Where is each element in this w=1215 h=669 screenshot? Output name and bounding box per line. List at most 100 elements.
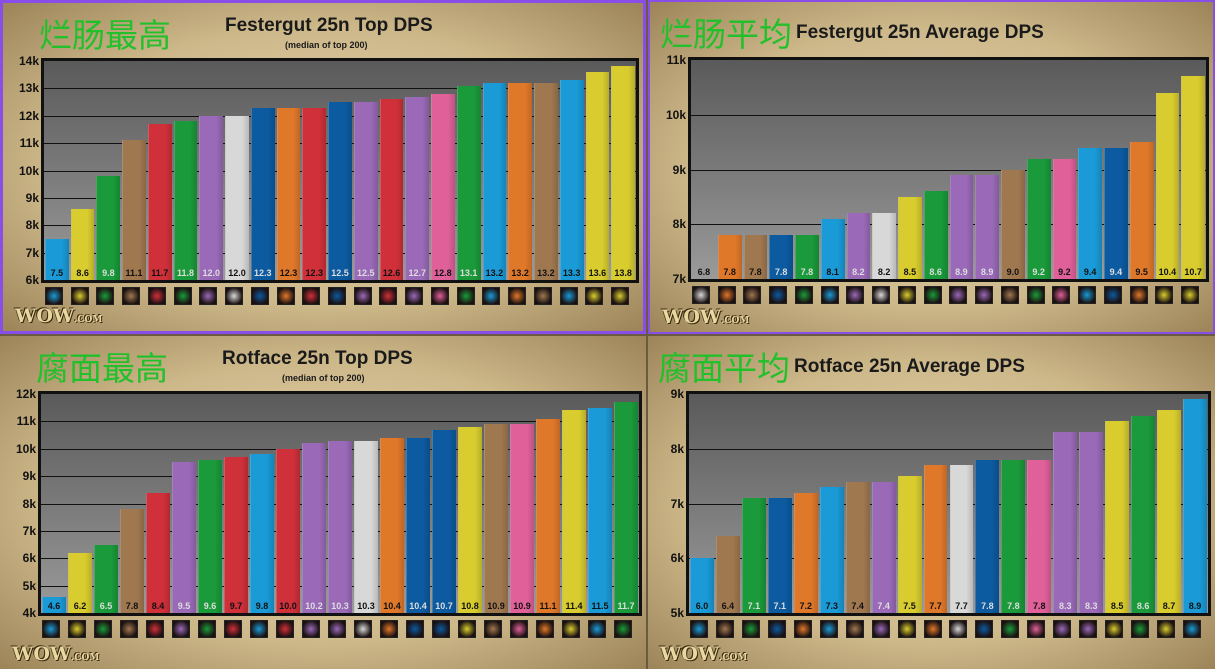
bar xyxy=(45,238,69,280)
chart-title: Rotface 25n Average DPS xyxy=(794,356,1025,377)
class-spec-icon xyxy=(715,620,734,638)
bar-value-label: 9.6 xyxy=(203,601,217,611)
bar-value-label: 10.4 xyxy=(383,601,401,611)
bar xyxy=(1129,142,1154,279)
bar-value-label: 7.1 xyxy=(773,601,787,611)
bar-value-label: 11.4 xyxy=(565,601,583,611)
bar xyxy=(224,456,248,613)
class-spec-icon xyxy=(354,620,372,638)
class-spec-icon xyxy=(1103,286,1122,304)
bar-value-label: 7.2 xyxy=(799,601,813,611)
bar-value-label: 8.3 xyxy=(1059,601,1072,611)
chinese-label: 烂肠平均 xyxy=(660,15,792,54)
bar-value-label: 10.2 xyxy=(305,601,323,611)
class-spec-icon xyxy=(1052,286,1071,304)
bar xyxy=(120,508,144,613)
class-spec-icon xyxy=(508,287,527,305)
bar-value-label: 7.8 xyxy=(723,267,736,277)
bar-value-label: 11.1 xyxy=(539,601,557,611)
y-tick-label: 5k xyxy=(670,606,684,620)
bar-value-label: 12.0 xyxy=(202,268,221,278)
wow-logo: WOW.COM xyxy=(662,306,750,328)
class-spec-icon xyxy=(533,287,552,305)
chart-title: Rotface 25n Top DPS xyxy=(222,348,413,369)
bar-value-label: 8.6 xyxy=(76,268,89,278)
bar-value-label: 8.4 xyxy=(151,601,165,611)
class-spec-icon xyxy=(353,287,372,305)
bar xyxy=(611,66,635,280)
class-spec-icon xyxy=(1027,620,1046,638)
bar-value-label: 8.6 xyxy=(929,267,942,277)
bar xyxy=(846,213,871,279)
bar xyxy=(793,492,818,613)
chart-panel: 腐面最高 Rotface 25n Top DPS (median of top 20… xyxy=(0,336,646,669)
bar xyxy=(614,402,638,613)
class-spec-icon xyxy=(611,287,630,305)
chart-title: Festergut 25n Top DPS xyxy=(225,15,433,36)
class-spec-icon xyxy=(379,287,398,305)
plot-area: 7k 8k 9k 10k 11k 6.8 7.8 7.8 7.8 7.8 8.1 8.2 8.2 8.5 8… xyxy=(666,53,1209,286)
class-spec-icon xyxy=(871,620,890,638)
class-spec-icon xyxy=(1079,620,1098,638)
bar-value-label: 8.7 xyxy=(1162,601,1176,611)
y-tick-label: 8k xyxy=(670,441,684,456)
bar-value-label: 7.5 xyxy=(50,268,64,278)
bar xyxy=(767,498,792,613)
bar xyxy=(456,85,481,280)
bar-value-label: 8.2 xyxy=(877,267,891,277)
plot-area: 4k 5k 6k 7k 8k 9k 10k 11k 12k 4.6 6.2 6.5 7.8 8.4 9.5 9… xyxy=(16,387,642,620)
class-spec-icon xyxy=(559,287,578,305)
class-spec-icon xyxy=(717,286,736,304)
y-tick-label: 7k xyxy=(22,523,36,538)
class-spec-icon xyxy=(172,620,190,638)
bar-value-label: 12.5 xyxy=(356,268,375,278)
y-tick-label: 9k xyxy=(22,469,36,484)
bar-value-label: 7.4 xyxy=(877,601,890,611)
class-spec-icon xyxy=(173,287,192,305)
gridline xyxy=(691,169,1206,171)
y-tick-label: 9k xyxy=(672,162,686,177)
bar-value-label: 9.2 xyxy=(1058,267,1071,277)
y-tick-label: 11k xyxy=(16,414,36,429)
chinese-label: 腐面平均 xyxy=(658,349,790,388)
class-spec-icon xyxy=(897,286,916,304)
bar-value-label: 13.2 xyxy=(485,268,504,278)
bar-value-label: 13.3 xyxy=(562,268,581,278)
bar xyxy=(1053,432,1078,613)
bar xyxy=(1001,459,1026,613)
bar-value-label: 12.7 xyxy=(408,268,426,278)
bar xyxy=(458,426,482,613)
bar xyxy=(70,208,95,280)
bar-value-label: 12.0 xyxy=(228,268,246,278)
bar xyxy=(872,213,896,279)
y-tick-label: 9k xyxy=(25,190,39,205)
class-spec-icon xyxy=(406,620,424,638)
bar-value-label: 9.8 xyxy=(255,601,269,611)
bar-value-label: 9.0 xyxy=(1006,267,1020,277)
class-spec-icon xyxy=(536,620,554,638)
y-tick-label: 11k xyxy=(666,53,686,67)
bar-value-label: 8.6 xyxy=(1136,601,1150,611)
class-spec-icon xyxy=(510,620,528,638)
bar xyxy=(534,82,558,280)
class-spec-icon xyxy=(430,287,449,305)
bar-value-label: 4.6 xyxy=(47,601,61,611)
bar xyxy=(508,82,533,280)
y-tick-label: 5k xyxy=(22,578,36,593)
bar-value-label: 12.5 xyxy=(331,268,349,278)
bar-value-label: 8.9 xyxy=(1188,601,1202,611)
bar xyxy=(225,115,249,280)
bar xyxy=(1155,92,1180,279)
bar xyxy=(328,102,352,280)
bar xyxy=(743,235,768,279)
bar-value-label: 7.7 xyxy=(929,601,942,611)
chart-title: Festergut 25n Average DPS xyxy=(796,22,1044,43)
class-spec-icon xyxy=(691,286,710,304)
bar xyxy=(588,407,612,613)
bar-value-label: 10.8 xyxy=(461,601,479,611)
y-tick-label: 10k xyxy=(18,163,39,178)
class-spec-icon xyxy=(250,620,268,638)
class-spec-icon xyxy=(94,620,112,638)
class-spec-icon xyxy=(846,286,865,304)
bar xyxy=(172,462,196,613)
